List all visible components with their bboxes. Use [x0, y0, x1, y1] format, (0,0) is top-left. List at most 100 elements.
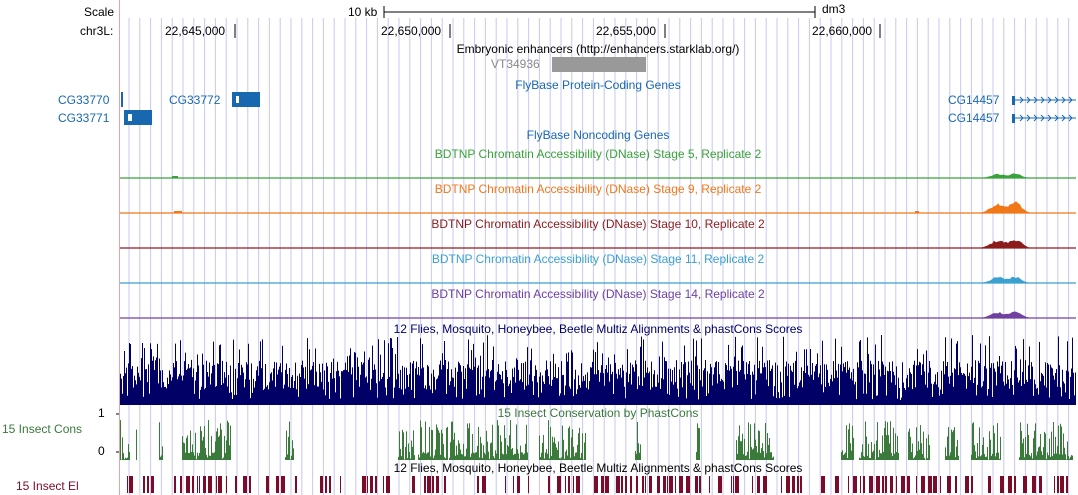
track-title-insect-el[interactable]: 12 Flies, Mosquito, Honeybee, Beetle Mul… — [393, 461, 803, 475]
conserved-element — [412, 476, 415, 493]
conserved-element — [218, 476, 222, 493]
conserved-element — [505, 476, 506, 493]
dnase-bump — [174, 211, 182, 213]
conserved-element — [947, 476, 951, 493]
conserved-element — [594, 476, 598, 493]
gene-feature[interactable] — [232, 92, 260, 107]
track-title-dnase-stage10[interactable]: BDTNP Chromatin Accessibility (DNase) St… — [431, 217, 765, 231]
conserved-element — [733, 476, 734, 493]
conserved-element — [731, 476, 732, 493]
dnase-bump — [172, 176, 178, 178]
conserved-element — [876, 476, 880, 493]
track-title-flybase-noncoding[interactable]: FlyBase Noncoding Genes — [526, 128, 670, 142]
conserved-element — [1057, 476, 1059, 493]
conserved-element — [383, 476, 384, 493]
conserved-element — [625, 476, 627, 493]
conserved-element — [752, 476, 753, 493]
conserved-element — [243, 476, 247, 493]
track-title-flybase-coding[interactable]: FlyBase Protein-Coding Genes — [515, 78, 681, 92]
ruler-position: 22,655,000 — [596, 24, 657, 38]
track-title-enhancers[interactable]: Embryonic enhancers (http://enhancers.st… — [456, 42, 740, 56]
conserved-element — [885, 476, 887, 493]
conserved-element — [965, 476, 969, 493]
conserved-element — [642, 476, 644, 493]
conserved-element — [699, 476, 701, 493]
conserved-element — [1008, 476, 1012, 493]
conserved-element — [216, 476, 217, 493]
conserved-element — [863, 476, 865, 493]
conserved-element — [792, 476, 795, 493]
conserved-element — [192, 476, 194, 493]
conserved-element — [695, 476, 698, 493]
y-axis-min: 0 — [98, 444, 105, 458]
strand-arrow — [1033, 114, 1038, 122]
conserved-element — [988, 476, 991, 493]
gene-feature — [1012, 96, 1015, 105]
gene-label[interactable]: CG14457 — [948, 111, 1000, 125]
conserved-element — [174, 476, 176, 493]
track-title-dnase-stage14[interactable]: BDTNP Chromatin Accessibility (DNase) St… — [431, 287, 765, 301]
conserved-element — [1032, 476, 1036, 493]
conserved-element — [1014, 476, 1016, 493]
scale-value: 10 kb — [348, 5, 378, 19]
conserved-element — [667, 476, 668, 493]
conserved-element — [971, 476, 973, 493]
track-title-dnase-stage11[interactable]: BDTNP Chromatin Accessibility (DNase) St… — [431, 252, 765, 266]
strand-arrow — [1054, 96, 1059, 104]
gene-label[interactable]: CG14457 — [948, 93, 1000, 107]
conserved-element — [907, 476, 910, 493]
strand-arrow — [1068, 114, 1073, 122]
track-title-dnase-stage9[interactable]: BDTNP Chromatin Accessibility (DNase) St… — [434, 182, 762, 196]
conserved-element — [249, 476, 251, 493]
enhancer-feature-block[interactable] — [552, 57, 646, 72]
side-label-insect-cons[interactable]: 15 Insect Cons — [2, 422, 83, 436]
conserved-element — [197, 476, 198, 493]
ruler-position: 22,660,000 — [812, 24, 873, 38]
scale-label: Scale — [84, 5, 115, 19]
conserved-element — [621, 476, 623, 493]
gene-label[interactable]: CG33771 — [58, 111, 110, 125]
conserved-element — [573, 476, 574, 493]
gene-label[interactable]: CG33772 — [169, 93, 221, 107]
conserved-element — [1060, 476, 1064, 493]
conserved-element — [370, 476, 373, 493]
conserved-element — [482, 476, 486, 493]
conserved-element — [757, 476, 760, 493]
conserved-element — [860, 476, 861, 493]
track-title-insect-cons[interactable]: 15 Insect Conservation by PhastCons — [497, 406, 699, 420]
dnase-peak — [960, 173, 1045, 178]
conserved-element — [186, 476, 190, 493]
conserved-element — [1000, 476, 1004, 493]
conserved-element — [669, 476, 673, 493]
conserved-element — [901, 476, 905, 493]
conserved-element — [329, 476, 331, 493]
gene-feature[interactable] — [124, 110, 152, 125]
track-title-dnase-stage5[interactable]: BDTNP Chromatin Accessibility (DNase) St… — [434, 147, 762, 161]
dnase-peak — [960, 311, 1045, 318]
strand-arrow — [1019, 96, 1024, 104]
conserved-element — [180, 476, 182, 493]
conserved-element — [1039, 476, 1042, 493]
track-title-multiz[interactable]: 12 Flies, Mosquito, Honeybee, Beetle Mul… — [393, 322, 803, 336]
conserved-element — [657, 476, 660, 493]
conserved-element — [576, 476, 580, 493]
conserved-element — [517, 476, 520, 493]
gene-feature[interactable] — [121, 92, 123, 107]
conserved-element — [129, 476, 133, 493]
conserved-element — [853, 476, 857, 493]
conserved-element — [675, 476, 676, 493]
gene-label[interactable]: CG33770 — [58, 93, 110, 107]
conserved-element — [320, 476, 323, 493]
dnase-peak — [960, 240, 1045, 248]
enhancer-feature-label[interactable]: VT34936 — [491, 57, 540, 71]
conserved-element — [565, 476, 566, 493]
conserved-element — [928, 476, 932, 493]
side-label-insect-el[interactable]: 15 Insect El — [16, 479, 79, 493]
conserved-element — [630, 476, 632, 493]
conserved-element — [940, 476, 941, 493]
conserved-element — [266, 476, 269, 493]
conserved-element — [916, 476, 917, 493]
dnase-peak — [960, 201, 1045, 213]
conserved-element — [882, 476, 884, 493]
